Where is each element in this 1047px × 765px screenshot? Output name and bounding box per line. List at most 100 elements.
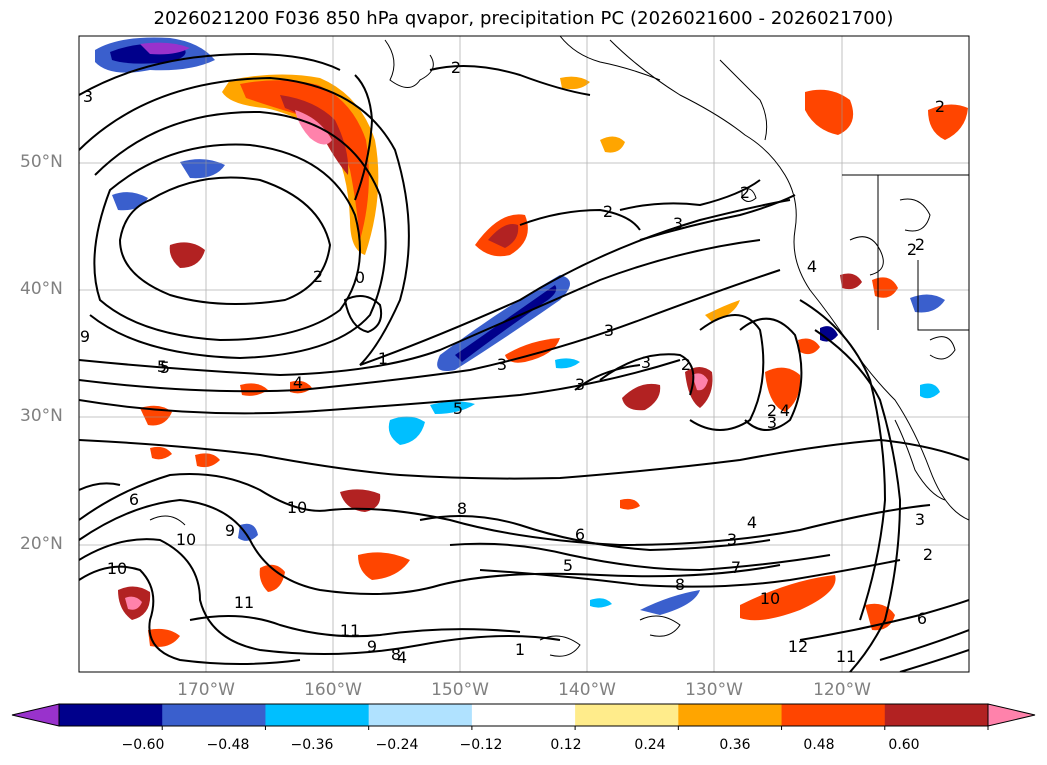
- lon-label-130w: 130°W: [685, 680, 743, 700]
- contour-label: 11: [234, 593, 254, 612]
- contour-label: 3: [915, 510, 925, 529]
- colorbar-tick-label: −0.60: [121, 737, 165, 753]
- neg-anomaly-12: [555, 358, 580, 369]
- colorbar-tick-label: 0.24: [634, 737, 666, 753]
- contour-low-center-2: [93, 143, 361, 342]
- contour-label: 8: [391, 645, 401, 664]
- lon-label-170w: 170°W: [177, 680, 235, 700]
- contour-label: 2: [907, 240, 917, 259]
- pos-anomaly-10: [358, 552, 410, 580]
- colorbar-segment: [162, 704, 266, 726]
- contour-low-center-3: [89, 110, 387, 360]
- contour-label: 2: [935, 97, 945, 116]
- colorbar-tick-label: −0.12: [459, 737, 503, 753]
- pos-anomaly-13: [740, 575, 836, 621]
- colorbar-tick-label: 0.48: [803, 737, 835, 753]
- contour-low-inner: [343, 295, 383, 334]
- lat-label-20n: 20°N: [20, 534, 63, 554]
- colorbar-segment: [781, 704, 886, 726]
- pos-anomaly-9: [340, 489, 381, 512]
- contour-label: 2: [603, 202, 613, 221]
- contour-label: 9: [225, 521, 235, 540]
- contour-label: 4: [293, 373, 303, 392]
- contour-1: [79, 239, 761, 377]
- colorbar-segment: [471, 704, 576, 726]
- pos-anomaly-16: [928, 104, 968, 140]
- colorbar-segment: [59, 704, 163, 726]
- colorbar-segment: [575, 704, 679, 726]
- contour-east-6: [799, 299, 887, 621]
- contour-label: 3: [604, 321, 614, 340]
- contour-7: [479, 559, 901, 588]
- contour-label: 3: [641, 353, 651, 372]
- neg-anomaly-2: [180, 159, 225, 179]
- colorbar-tick-label: 0.12: [550, 737, 582, 753]
- pos-anomaly-1-c: [295, 110, 332, 145]
- pos-anomaly-5: [622, 383, 661, 411]
- colorbar-segment: [884, 704, 989, 726]
- pos-anomaly-1-a: [240, 80, 369, 240]
- contour-label: 5: [157, 357, 167, 376]
- contour-10: [79, 565, 301, 665]
- contour-mid-1: [79, 438, 969, 480]
- contour-sw-3: [79, 482, 121, 491]
- lat-label-30n: 30°N: [20, 406, 63, 426]
- contour-east-2: [739, 317, 803, 431]
- contour-label: 2: [767, 401, 777, 420]
- neg-anomaly-8: [910, 294, 945, 313]
- contour-2-east: [519, 208, 641, 231]
- neg-anomaly-5: [388, 416, 425, 445]
- colorbar-tick-label: −0.48: [206, 737, 250, 753]
- contour-east-4: [574, 364, 641, 391]
- colorbar-tick-label: 0.60: [888, 737, 920, 753]
- contour-se-12: [799, 599, 969, 641]
- pos-anomaly-3-core: [488, 224, 519, 248]
- qvapor-contours: [79, 53, 969, 672]
- contour-label: 6: [129, 490, 139, 509]
- contour-label: 9: [80, 327, 90, 346]
- pos-anomaly-27: [148, 628, 180, 647]
- colorbar-segment: [678, 704, 783, 726]
- neg-anomaly-1-peak: [140, 42, 190, 55]
- contour-label: 2: [915, 235, 925, 254]
- lat-label-40n: 40°N: [20, 279, 63, 299]
- contour-ne-1: [619, 179, 761, 211]
- contour-label: 3: [497, 355, 507, 374]
- map-border: [78, 35, 970, 673]
- contour-label: 6: [575, 525, 585, 544]
- colorbar: [11, 703, 1036, 730]
- contour-2-north: [79, 53, 341, 96]
- contour-label: 8: [675, 575, 685, 594]
- pos-anomaly-4: [505, 338, 560, 363]
- contour-label: 10: [107, 559, 127, 578]
- contour-label: 3: [83, 87, 93, 106]
- pos-anomaly-26: [195, 453, 220, 468]
- state-border-2: [917, 260, 969, 331]
- north-american-coast: [609, 39, 969, 521]
- contour-mid-3: [79, 498, 781, 595]
- contour-ne-2: [639, 194, 796, 241]
- contour-6: [449, 542, 831, 572]
- contour-label: 2: [313, 267, 323, 286]
- contour-label: 2: [451, 58, 461, 77]
- contour-east-1: [689, 314, 765, 431]
- graticule: [79, 36, 969, 672]
- contour-east-3: [599, 353, 695, 396]
- contour-label: 10: [287, 498, 307, 517]
- pos-anomaly-2: [169, 242, 205, 268]
- contour-east-5: [814, 329, 902, 672]
- alaska-coast: [559, 36, 661, 81]
- pos-anomaly-17: [600, 136, 625, 153]
- contour-5: [79, 359, 681, 415]
- colorbar-segment: [368, 704, 473, 726]
- contour-label: 4: [780, 401, 790, 420]
- contour-label: 6: [917, 609, 927, 628]
- contour-4: [79, 269, 781, 393]
- lon-label-160w: 160°W: [304, 680, 362, 700]
- neg-anomaly-13: [590, 598, 612, 608]
- contour-label: 3: [575, 375, 585, 394]
- colorbar-extend-high: [987, 703, 1036, 727]
- pos-anomaly-21: [840, 273, 862, 290]
